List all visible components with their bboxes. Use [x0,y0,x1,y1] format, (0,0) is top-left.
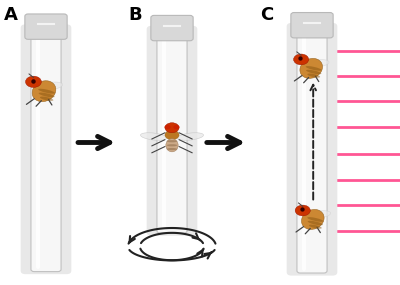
FancyBboxPatch shape [297,25,327,273]
FancyBboxPatch shape [287,23,337,276]
Text: C: C [260,6,273,24]
FancyBboxPatch shape [21,24,71,274]
FancyBboxPatch shape [147,26,197,236]
Circle shape [164,125,171,129]
Ellipse shape [300,58,322,78]
Ellipse shape [166,139,178,152]
Circle shape [294,54,309,65]
Circle shape [26,76,41,87]
FancyBboxPatch shape [25,14,67,39]
Ellipse shape [302,209,324,229]
Ellipse shape [140,133,166,140]
Ellipse shape [167,140,177,142]
Ellipse shape [32,81,56,102]
Ellipse shape [178,133,204,140]
Ellipse shape [309,225,322,229]
Ellipse shape [167,148,177,150]
Ellipse shape [39,93,55,97]
FancyBboxPatch shape [151,15,193,41]
Circle shape [173,125,180,129]
Ellipse shape [306,66,322,71]
Ellipse shape [306,70,321,74]
Text: B: B [128,6,142,24]
Circle shape [295,205,310,216]
Ellipse shape [307,74,320,78]
FancyBboxPatch shape [157,27,187,233]
Ellipse shape [305,60,329,68]
Ellipse shape [40,97,53,101]
Ellipse shape [165,130,179,140]
Circle shape [165,123,179,133]
Ellipse shape [38,89,55,94]
FancyBboxPatch shape [31,26,61,272]
FancyBboxPatch shape [291,13,333,38]
Ellipse shape [38,82,63,90]
Ellipse shape [307,211,331,219]
Ellipse shape [307,217,323,222]
Text: A: A [4,6,18,24]
Ellipse shape [308,221,323,225]
Ellipse shape [167,144,177,146]
